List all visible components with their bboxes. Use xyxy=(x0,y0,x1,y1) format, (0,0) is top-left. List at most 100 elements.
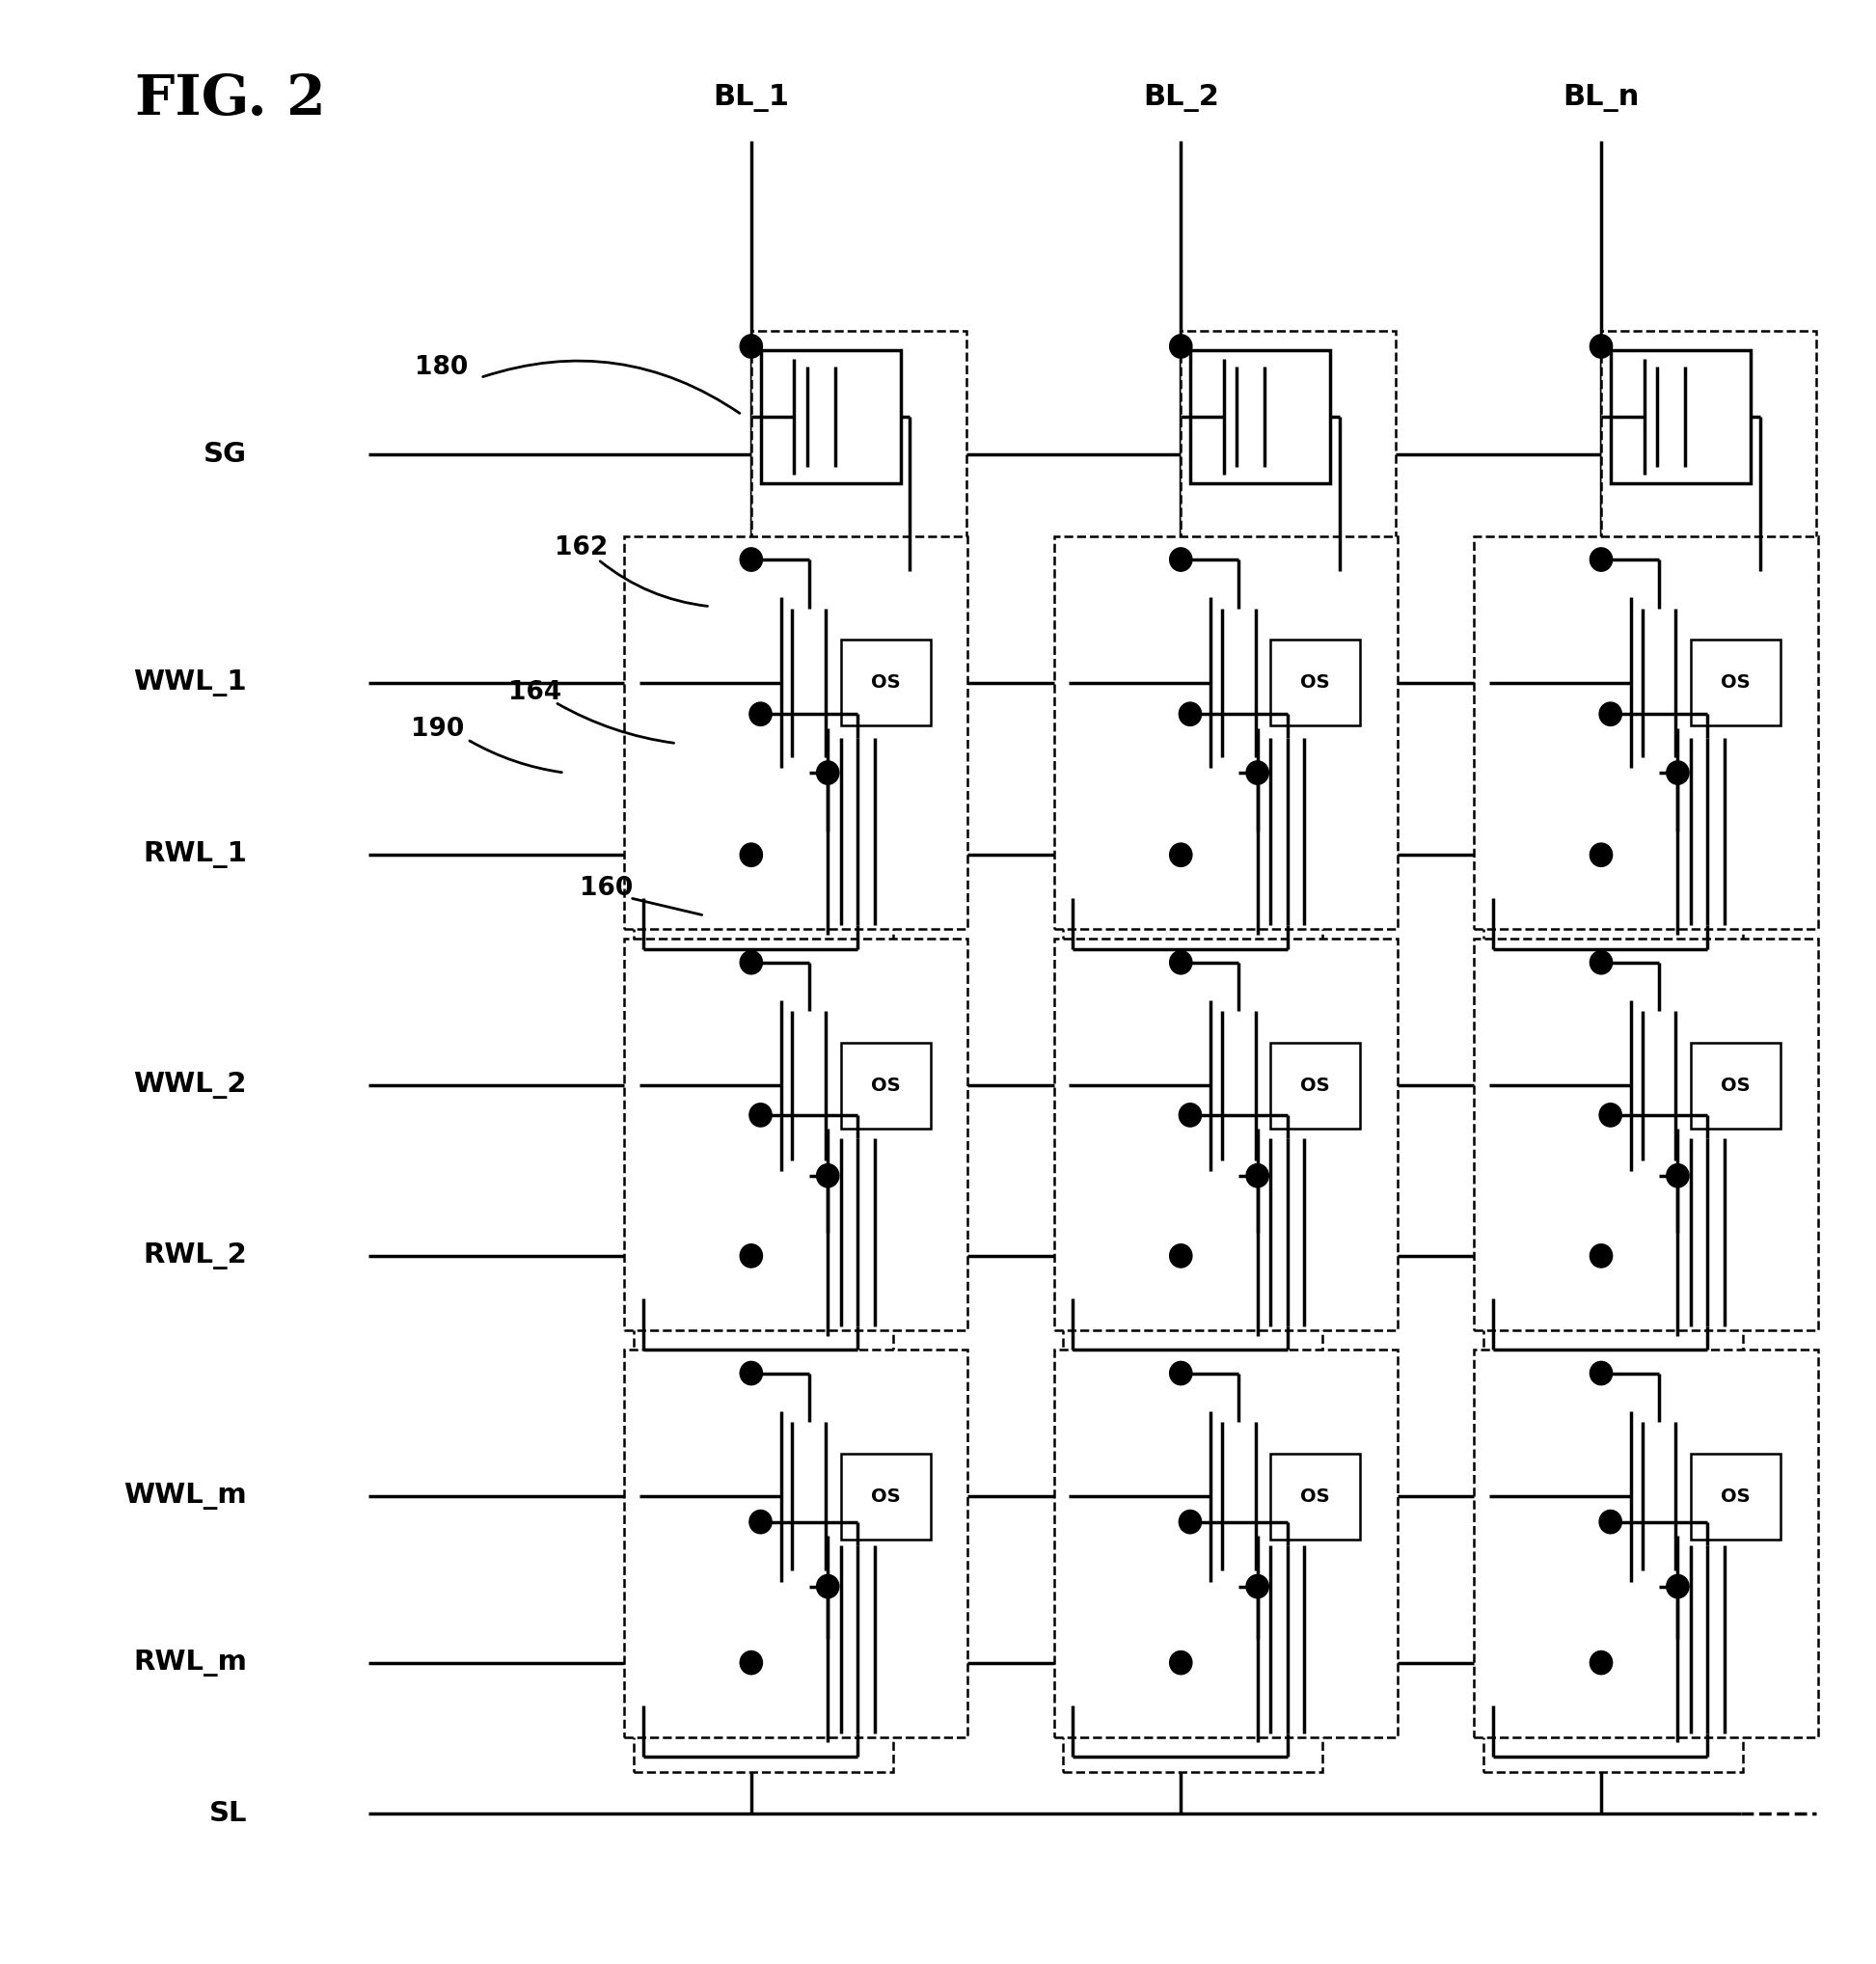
Circle shape xyxy=(1169,1361,1191,1385)
Bar xyxy=(1270,640,1360,727)
Circle shape xyxy=(1246,1575,1268,1599)
Bar xyxy=(1188,943,1369,1182)
Bar xyxy=(1608,943,1790,1182)
Circle shape xyxy=(1178,703,1201,727)
Bar xyxy=(1064,699,1323,964)
Bar xyxy=(1054,1349,1398,1736)
Text: WWL_1: WWL_1 xyxy=(133,670,248,697)
Bar xyxy=(1484,1506,1743,1772)
Circle shape xyxy=(1591,548,1611,572)
Bar xyxy=(1690,1043,1780,1129)
FancyArrowPatch shape xyxy=(600,562,707,607)
Text: SG: SG xyxy=(203,440,248,467)
Text: BL_2: BL_2 xyxy=(1142,84,1219,112)
Text: OS: OS xyxy=(870,1076,900,1094)
Bar xyxy=(1188,1353,1369,1593)
Circle shape xyxy=(739,334,762,357)
Text: SL: SL xyxy=(208,1799,248,1827)
Bar xyxy=(1054,536,1398,929)
Bar xyxy=(1608,1353,1790,1593)
Bar xyxy=(1475,536,1818,929)
Circle shape xyxy=(1598,1510,1621,1534)
Bar xyxy=(760,350,900,483)
Circle shape xyxy=(1666,1575,1688,1599)
FancyArrowPatch shape xyxy=(482,361,739,412)
Bar xyxy=(750,330,966,542)
Circle shape xyxy=(739,1652,762,1675)
Circle shape xyxy=(749,703,771,727)
Text: OS: OS xyxy=(1300,1076,1330,1094)
Bar xyxy=(1270,1453,1360,1540)
FancyArrowPatch shape xyxy=(557,703,673,742)
Text: FIG. 2: FIG. 2 xyxy=(135,73,326,126)
Circle shape xyxy=(1178,1104,1201,1127)
Text: RWL_2: RWL_2 xyxy=(143,1243,248,1269)
Circle shape xyxy=(1598,703,1621,727)
Circle shape xyxy=(1169,1652,1191,1675)
Circle shape xyxy=(1169,1243,1191,1267)
Bar xyxy=(1484,699,1743,964)
Bar xyxy=(758,943,940,1182)
Circle shape xyxy=(1591,843,1611,866)
Circle shape xyxy=(749,1510,771,1534)
Bar xyxy=(1270,1043,1360,1129)
Bar xyxy=(758,1353,940,1593)
Circle shape xyxy=(816,760,839,784)
Text: OS: OS xyxy=(1720,674,1750,691)
Bar xyxy=(840,1453,930,1540)
Circle shape xyxy=(816,1165,839,1188)
Circle shape xyxy=(1591,951,1611,974)
Bar xyxy=(840,1043,930,1129)
Circle shape xyxy=(1591,1652,1611,1675)
Bar xyxy=(634,699,893,964)
Bar xyxy=(1690,1453,1780,1540)
Bar xyxy=(1600,330,1816,542)
Bar xyxy=(1188,540,1369,780)
Circle shape xyxy=(1169,951,1191,974)
Circle shape xyxy=(739,951,762,974)
Text: OS: OS xyxy=(870,1487,900,1506)
Circle shape xyxy=(1169,548,1191,572)
Circle shape xyxy=(1598,1104,1621,1127)
Circle shape xyxy=(1666,1165,1688,1188)
Bar xyxy=(634,1100,893,1365)
FancyArrowPatch shape xyxy=(632,898,702,915)
Bar xyxy=(840,640,930,727)
Text: OS: OS xyxy=(1300,1487,1330,1506)
Text: WWL_m: WWL_m xyxy=(124,1483,248,1510)
Text: BL_n: BL_n xyxy=(1563,84,1640,112)
Bar xyxy=(625,1349,968,1736)
Text: 162: 162 xyxy=(555,536,608,560)
Text: OS: OS xyxy=(1300,674,1330,691)
Text: OS: OS xyxy=(1720,1487,1750,1506)
Text: 160: 160 xyxy=(580,876,632,901)
Bar xyxy=(1610,350,1750,483)
Bar xyxy=(1054,939,1398,1330)
Text: BL_1: BL_1 xyxy=(713,84,790,112)
Text: OS: OS xyxy=(870,674,900,691)
Circle shape xyxy=(816,1575,839,1599)
Circle shape xyxy=(1169,843,1191,866)
Bar xyxy=(634,1506,893,1772)
Text: OS: OS xyxy=(1720,1076,1750,1094)
Text: RWL_1: RWL_1 xyxy=(143,841,248,868)
Bar xyxy=(1189,350,1330,483)
Bar xyxy=(625,536,968,929)
Bar xyxy=(1484,1100,1743,1365)
Bar xyxy=(1475,939,1818,1330)
Circle shape xyxy=(1169,334,1191,357)
Bar xyxy=(1064,1100,1323,1365)
Bar xyxy=(758,540,940,780)
Circle shape xyxy=(739,548,762,572)
Bar xyxy=(1180,330,1396,542)
Circle shape xyxy=(1591,334,1611,357)
Circle shape xyxy=(1246,760,1268,784)
Circle shape xyxy=(1666,760,1688,784)
Text: 164: 164 xyxy=(508,680,561,705)
Text: RWL_m: RWL_m xyxy=(133,1650,248,1675)
Bar xyxy=(625,939,968,1330)
FancyArrowPatch shape xyxy=(469,740,561,772)
Bar xyxy=(1690,640,1780,727)
Circle shape xyxy=(1591,1243,1611,1267)
Circle shape xyxy=(749,1104,771,1127)
